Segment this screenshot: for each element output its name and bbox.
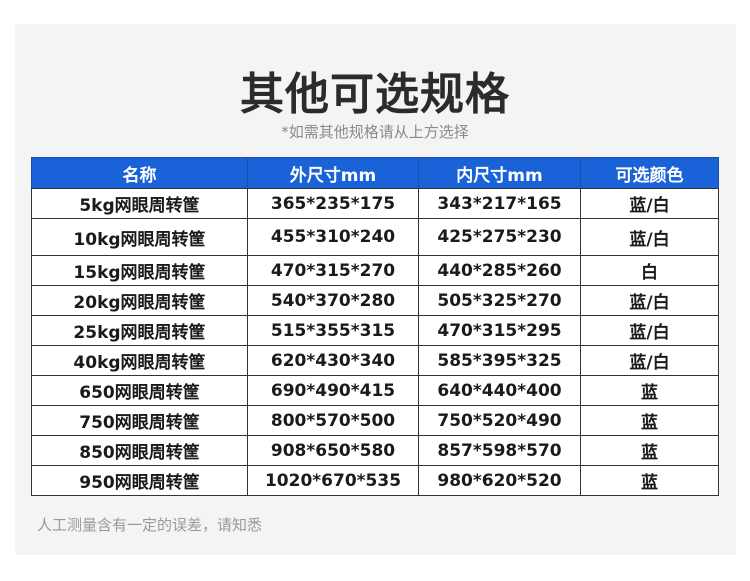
table-row: 750网眼周转筐 800*570*500 750*520*490 蓝 [31,405,719,436]
cell-outer-size: 620*430*340 [247,345,419,376]
header-name: 名称 [31,157,248,189]
cell-outer-size: 365*235*175 [247,188,419,219]
cell-name: 950网眼周转筐 [31,465,248,496]
cell-color: 蓝 [580,405,719,436]
cell-outer-size: 515*355*315 [247,315,419,346]
cell-outer-size: 690*490*415 [247,375,419,406]
table-row: 40kg网眼周转筐 620*430*340 585*395*325 蓝/白 [31,345,719,376]
cell-color: 蓝/白 [580,315,719,346]
page-title: 其他可选规格 [240,69,510,120]
cell-outer-size: 455*310*240 [247,218,419,256]
cell-name: 20kg网眼周转筐 [31,285,248,316]
table-row: 10kg网眼周转筐 455*310*240 425*275*230 蓝/白 [31,218,719,256]
table-header-row: 名称 外尺寸mm 内尺寸mm 可选颜色 [31,157,719,189]
cell-inner-size: 440*285*260 [418,255,581,286]
cell-name: 40kg网眼周转筐 [31,345,248,376]
cell-name: 650网眼周转筐 [31,375,248,406]
cell-inner-size: 980*620*520 [418,465,581,496]
spec-table: 名称 外尺寸mm 内尺寸mm 可选颜色 5kg网眼周转筐 365*235*175 3… [31,157,719,496]
table-row: 650网眼周转筐 690*490*415 640*440*400 蓝 [31,375,719,406]
cell-color: 蓝/白 [580,188,719,219]
cell-name: 25kg网眼周转筐 [31,315,248,346]
cell-name: 5kg网眼周转筐 [31,188,248,219]
cell-inner-size: 505*325*270 [418,285,581,316]
cell-inner-size: 750*520*490 [418,405,581,436]
header-inner-size: 内尺寸mm [418,157,581,189]
cell-outer-size: 540*370*280 [247,285,419,316]
cell-inner-size: 425*275*230 [418,218,581,256]
cell-inner-size: 470*315*295 [418,315,581,346]
cell-inner-size: 343*217*165 [418,188,581,219]
table-row: 25kg网眼周转筐 515*355*315 470*315*295 蓝/白 [31,315,719,346]
cell-color: 蓝 [580,375,719,406]
cell-name: 750网眼周转筐 [31,405,248,436]
cell-inner-size: 585*395*325 [418,345,581,376]
table-row: 5kg网眼周转筐 365*235*175 343*217*165 蓝/白 [31,188,719,219]
table-row: 15kg网眼周转筐 470*315*270 440*285*260 白 [31,255,719,286]
cell-inner-size: 857*598*570 [418,435,581,466]
cell-color: 蓝/白 [580,345,719,376]
cell-outer-size: 908*650*580 [247,435,419,466]
table-row: 950网眼周转筐 1020*670*535 980*620*520 蓝 [31,465,719,496]
cell-color: 蓝/白 [580,285,719,316]
footer-note: 人工测量含有一定的误差，请知悉 [37,516,263,534]
cell-outer-size: 1020*670*535 [247,465,419,496]
cell-outer-size: 800*570*500 [247,405,419,436]
cell-color: 白 [580,255,719,286]
cell-color: 蓝 [580,465,719,496]
cell-outer-size: 470*315*270 [247,255,419,286]
cell-color: 蓝 [580,435,719,466]
cell-name: 15kg网眼周转筐 [31,255,248,286]
table-row: 20kg网眼周转筐 540*370*280 505*325*270 蓝/白 [31,285,719,316]
subtitle: *如需其他规格请从上方选择 [281,123,469,141]
header-color: 可选颜色 [580,157,719,189]
table-row: 850网眼周转筐 908*650*580 857*598*570 蓝 [31,435,719,466]
cell-name: 850网眼周转筐 [31,435,248,466]
cell-color: 蓝/白 [580,218,719,256]
header-outer-size: 外尺寸mm [247,157,419,189]
cell-inner-size: 640*440*400 [418,375,581,406]
cell-name: 10kg网眼周转筐 [31,218,248,256]
